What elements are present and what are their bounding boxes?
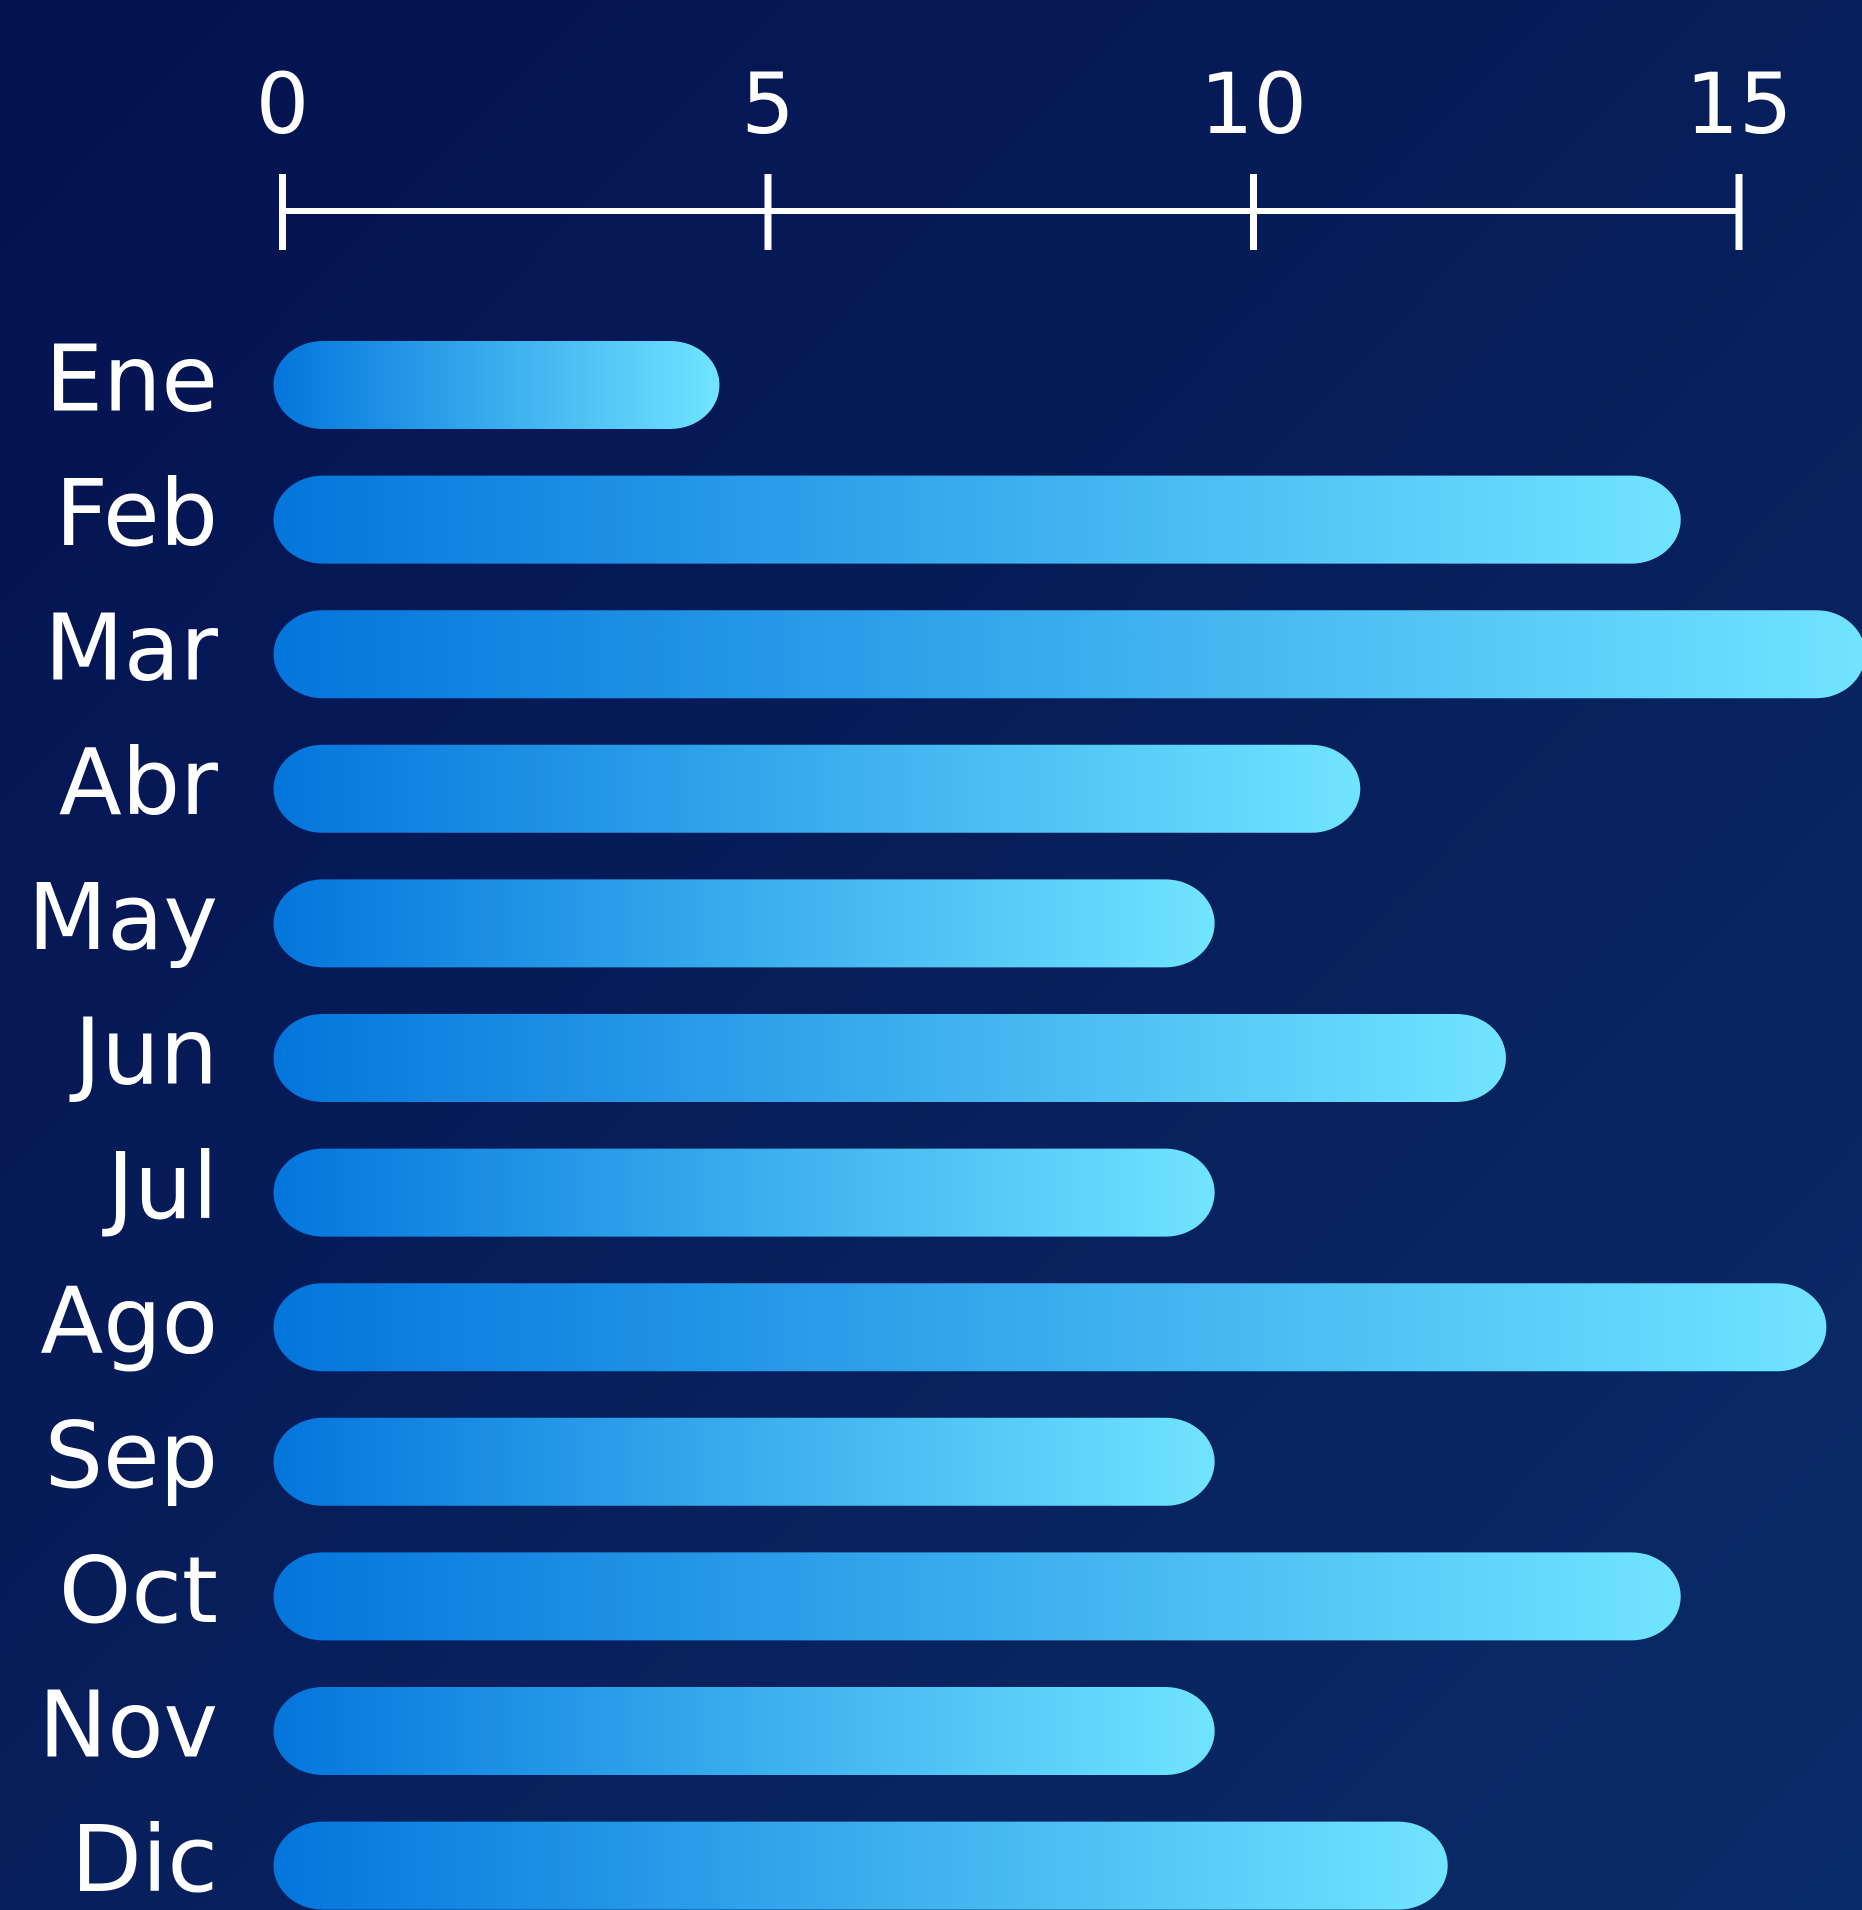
bar <box>273 1417 1215 1506</box>
y-tick-label: Oct <box>59 1537 218 1644</box>
y-tick-label: Sep <box>45 1402 218 1509</box>
y-tick-label: Abr <box>59 729 218 836</box>
y-tick-label: Ago <box>40 1268 218 1375</box>
bar <box>273 341 720 429</box>
bar <box>273 1821 1448 1910</box>
y-tick-label: Nov <box>38 1671 218 1778</box>
x-tick-label: 0 <box>256 55 309 153</box>
bar <box>273 1687 1215 1775</box>
bar <box>273 1283 1827 1372</box>
x-tick-label: 5 <box>741 55 794 153</box>
bar <box>273 744 1361 833</box>
y-tick-label: Dic <box>71 1806 218 1910</box>
bar <box>273 475 1681 564</box>
y-tick-label: Jun <box>69 998 218 1105</box>
bar <box>273 879 1215 968</box>
bar <box>273 1148 1215 1237</box>
y-tick-label: Feb <box>55 460 218 567</box>
y-tick-label: Mar <box>44 595 218 702</box>
y-tick-label: May <box>28 864 218 971</box>
bar <box>273 1014 1506 1102</box>
y-tick-label: Ene <box>45 325 218 432</box>
bar <box>273 610 1862 699</box>
x-tick-label: 15 <box>1686 55 1793 153</box>
y-tick-label: Jul <box>102 1133 218 1240</box>
bar <box>273 1552 1681 1641</box>
x-tick-label: 10 <box>1200 55 1307 153</box>
